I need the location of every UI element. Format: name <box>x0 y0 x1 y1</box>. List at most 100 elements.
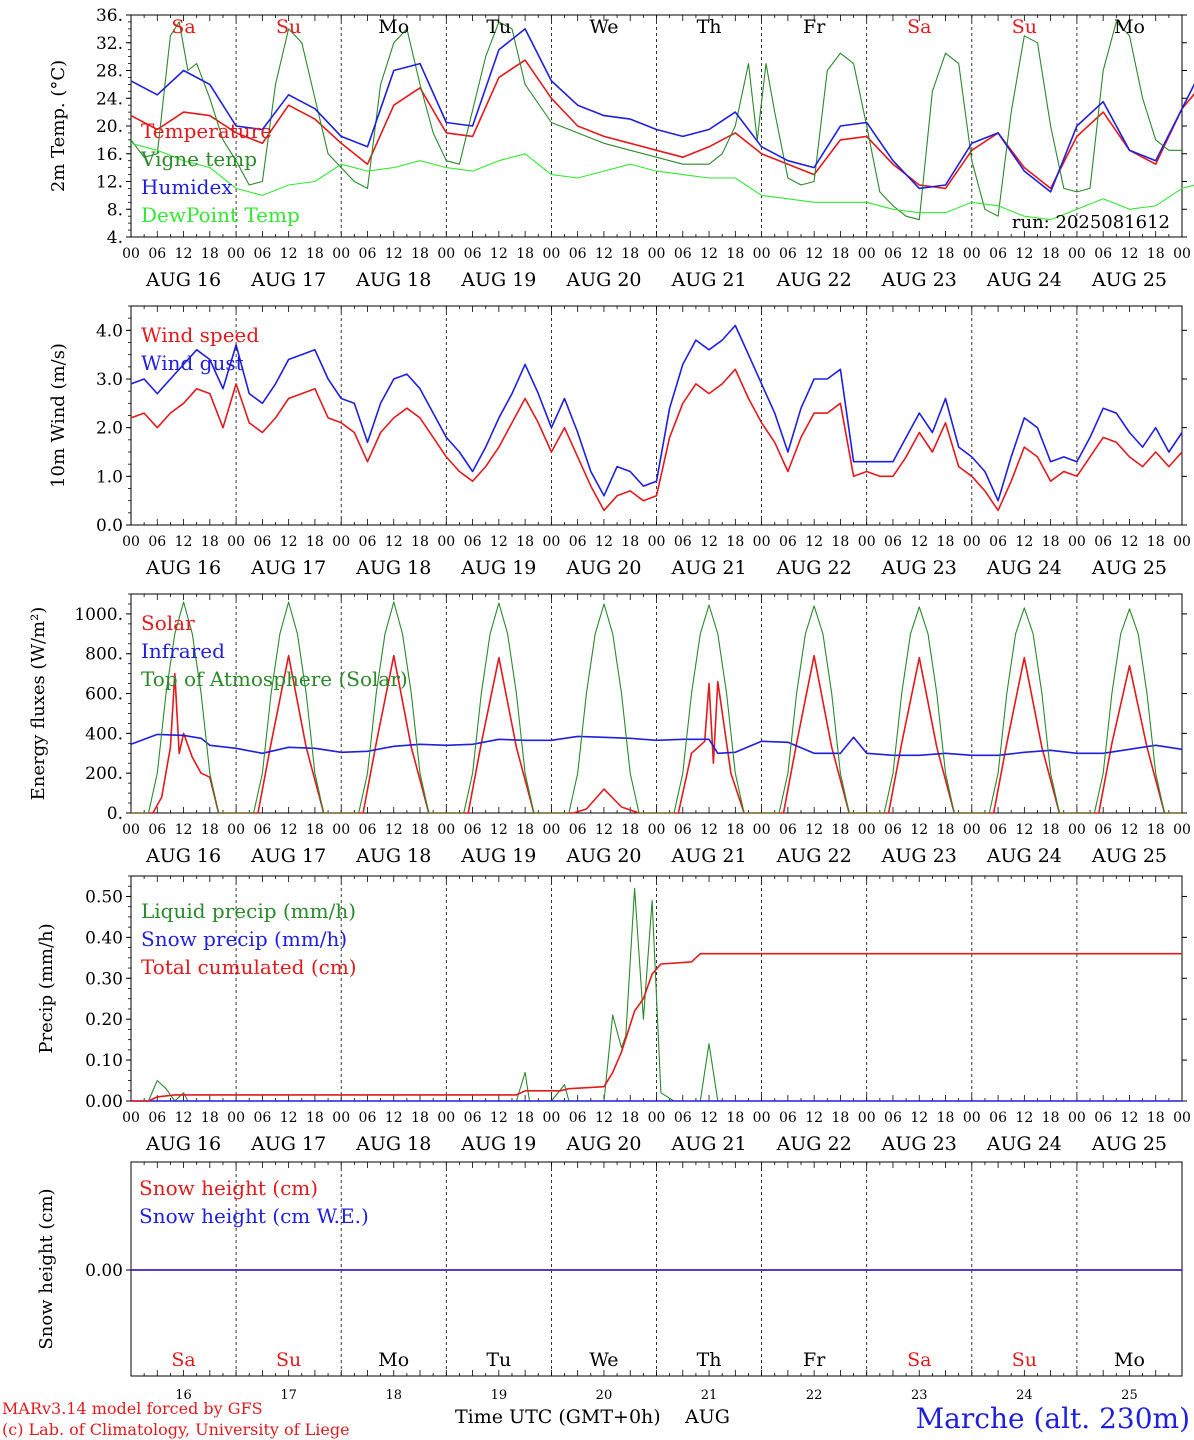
hour-tick-label: 06 <box>464 822 482 838</box>
hour-tick-label: 06 <box>253 822 271 838</box>
hour-tick-label: 00 <box>753 534 771 550</box>
hour-tick-label: 00 <box>1173 1110 1191 1126</box>
hour-tick-label: 06 <box>464 534 482 550</box>
series-line <box>130 142 1194 221</box>
month-label: AUG <box>684 1406 730 1428</box>
hour-tick-label: 00 <box>227 534 245 550</box>
weekday-label: Fr <box>803 1349 826 1371</box>
y-tick-label: 28. <box>96 62 123 82</box>
hour-tick-label: 18 <box>726 822 744 838</box>
date-label: AUG 21 <box>670 269 746 291</box>
hour-tick-label: 00 <box>1068 1110 1086 1126</box>
hour-tick-label: 18 <box>937 246 955 262</box>
series-line <box>130 28 1194 193</box>
day-number-label: 16 <box>175 1388 192 1403</box>
date-label: AUG 22 <box>776 1133 852 1155</box>
hour-tick-label: 06 <box>989 822 1007 838</box>
y-axis-label: 2m Temp. (°C) <box>48 60 69 192</box>
hour-tick-label: 06 <box>884 1110 902 1126</box>
hour-tick-label: 12 <box>490 822 508 838</box>
hour-tick-label: 06 <box>253 534 271 550</box>
hour-tick-label: 12 <box>595 534 613 550</box>
date-label: AUG 25 <box>1091 1133 1167 1155</box>
date-label: AUG 24 <box>986 845 1062 867</box>
hour-tick-label: 00 <box>542 246 560 262</box>
date-label: AUG 20 <box>565 845 641 867</box>
y-tick-label: 8. <box>107 200 123 220</box>
y-axis-label: 10m Wind (m/s) <box>48 343 69 488</box>
hour-tick-label: 06 <box>359 822 377 838</box>
weekday-label: Mo <box>378 16 409 38</box>
weekday-label: Sa <box>171 1349 195 1371</box>
hour-tick-label: 18 <box>1042 1110 1060 1126</box>
hour-tick-label: 00 <box>332 534 350 550</box>
hour-tick-label: 00 <box>437 822 455 838</box>
y-tick-label: 2.0 <box>96 419 123 439</box>
hour-tick-label: 06 <box>359 1110 377 1126</box>
y-tick-label: 4.0 <box>96 321 123 341</box>
series-line <box>130 59 1194 190</box>
hour-tick-label: 12 <box>175 822 193 838</box>
y-tick-label: 3.0 <box>96 370 123 390</box>
y-axis-label: Snow height (cm) <box>36 1188 57 1349</box>
hour-tick-label: 12 <box>595 822 613 838</box>
hour-tick-label: 18 <box>411 534 429 550</box>
hour-tick-label: 00 <box>1068 246 1086 262</box>
hour-tick-label: 00 <box>648 822 666 838</box>
hour-tick-label: 06 <box>779 246 797 262</box>
hour-tick-label: 12 <box>1015 246 1033 262</box>
hour-tick-label: 18 <box>1147 534 1165 550</box>
series-line <box>130 368 1183 512</box>
y-tick-label: 0. <box>107 804 123 824</box>
legend-entry: Liquid precip (mm/h) <box>141 899 356 923</box>
hour-tick-label: 18 <box>621 822 639 838</box>
day-number-label: 24 <box>1016 1388 1033 1403</box>
hour-tick-label: 18 <box>201 534 219 550</box>
date-label: AUG 17 <box>250 269 326 291</box>
date-label: AUG 22 <box>776 845 852 867</box>
date-label: AUG 19 <box>460 557 536 579</box>
hour-tick-label: 12 <box>175 1110 193 1126</box>
date-label: AUG 16 <box>145 845 221 867</box>
hour-tick-label: 12 <box>385 534 403 550</box>
date-label: AUG 18 <box>355 557 431 579</box>
y-tick-label: 12. <box>96 173 123 193</box>
hour-tick-label: 00 <box>332 822 350 838</box>
hour-tick-label: 18 <box>1147 246 1165 262</box>
hour-tick-label: 12 <box>805 822 823 838</box>
hour-tick-label: 00 <box>963 1110 981 1126</box>
hour-tick-label: 12 <box>805 534 823 550</box>
hour-tick-label: 12 <box>280 1110 298 1126</box>
hour-tick-label: 12 <box>1121 246 1139 262</box>
hour-tick-label: 06 <box>989 246 1007 262</box>
hour-tick-label: 12 <box>910 822 928 838</box>
hour-tick-label: 00 <box>648 246 666 262</box>
run-annotation: run: 2025081612 <box>1012 212 1170 233</box>
y-tick-label: 0.00 <box>85 1261 123 1281</box>
y-axis-label: Precip (mm/h) <box>36 923 57 1053</box>
date-label: AUG 16 <box>145 1133 221 1155</box>
series-line <box>130 324 1183 502</box>
date-label: AUG 16 <box>145 269 221 291</box>
weekday-label: Th <box>697 1349 722 1371</box>
y-axis-label: Energy fluxes (W/m²) <box>28 607 49 801</box>
hour-tick-label: 12 <box>700 1110 718 1126</box>
legend-entry: Snow precip (mm/h) <box>141 927 347 951</box>
weekday-label: Su <box>276 1349 301 1371</box>
hour-tick-label: 00 <box>1173 246 1191 262</box>
hour-tick-label: 06 <box>1094 246 1112 262</box>
hour-tick-label: 18 <box>1147 822 1165 838</box>
weekday-label: Th <box>697 16 722 38</box>
hour-tick-label: 18 <box>832 534 850 550</box>
weekday-label: Su <box>1012 1349 1037 1371</box>
hour-tick-label: 18 <box>306 822 324 838</box>
legend-entry: Temperature <box>141 119 272 143</box>
day-number-label: 20 <box>596 1388 613 1403</box>
date-label: AUG 23 <box>881 1133 957 1155</box>
weekday-label: Tu <box>486 1349 511 1371</box>
date-label: AUG 17 <box>250 557 326 579</box>
hour-tick-label: 18 <box>1147 1110 1165 1126</box>
hour-tick-label: 00 <box>1173 534 1191 550</box>
hour-tick-label: 18 <box>516 246 534 262</box>
